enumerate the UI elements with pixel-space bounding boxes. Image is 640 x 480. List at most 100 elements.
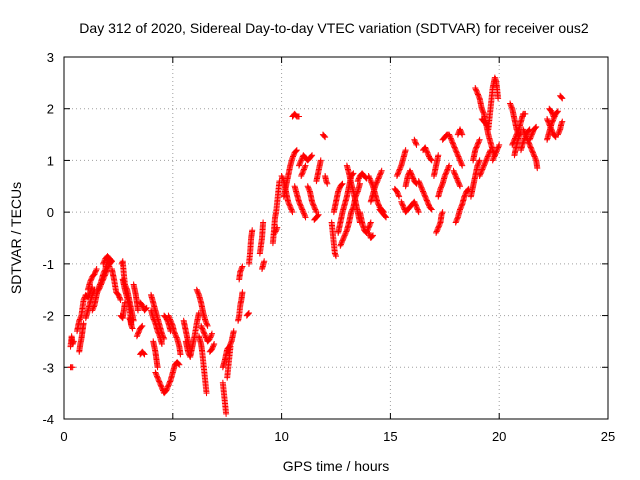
data-point	[342, 231, 349, 238]
data-point	[444, 166, 451, 173]
data-point	[453, 148, 460, 155]
data-point	[177, 351, 184, 358]
data-point	[452, 172, 459, 179]
data-point	[415, 207, 422, 214]
data-point	[171, 330, 178, 337]
y-axis-label: SDTVAR / TECUs	[8, 182, 24, 294]
data-point	[474, 91, 481, 98]
data-point	[309, 200, 316, 207]
data-point	[459, 131, 466, 138]
data-point	[447, 134, 454, 141]
data-point	[105, 263, 112, 270]
data-point	[412, 139, 419, 146]
data-point	[69, 341, 76, 348]
data-point	[443, 167, 450, 174]
data-point	[453, 218, 460, 225]
y-tick-label: 1	[47, 153, 54, 168]
data-point	[199, 325, 206, 332]
data-point	[428, 157, 435, 164]
data-point	[338, 238, 345, 245]
data-point	[474, 90, 481, 97]
data-point	[396, 166, 403, 173]
data-point	[442, 170, 449, 177]
data-point	[296, 161, 303, 168]
data-point	[462, 191, 469, 198]
data-point	[382, 213, 389, 220]
data-point	[377, 171, 384, 178]
data-point	[550, 112, 557, 119]
data-point	[457, 158, 464, 165]
data-point	[423, 196, 430, 203]
data-point	[422, 193, 429, 200]
data-point	[479, 166, 486, 173]
data-point	[312, 207, 319, 214]
data-point	[413, 203, 420, 210]
data-point	[527, 144, 534, 151]
data-point	[343, 228, 350, 235]
data-point	[555, 130, 562, 137]
data-point	[141, 351, 148, 358]
data-point	[208, 330, 215, 337]
data-point	[81, 295, 88, 302]
data-point	[534, 165, 541, 172]
data-point	[348, 207, 355, 214]
data-point	[87, 277, 94, 284]
data-point	[420, 188, 427, 195]
data-point	[554, 108, 561, 115]
data-point	[437, 184, 444, 191]
data-point	[446, 132, 453, 139]
data-point	[156, 331, 163, 338]
data-point	[157, 382, 164, 389]
data-point	[317, 157, 324, 164]
data-point	[398, 200, 405, 207]
data-point	[533, 123, 540, 130]
data-point	[394, 171, 401, 178]
data-point	[323, 179, 330, 186]
data-point	[260, 219, 267, 226]
data-point	[439, 209, 446, 216]
data-point	[200, 329, 207, 336]
data-point	[337, 241, 344, 248]
data-point	[486, 148, 493, 155]
data-point	[239, 263, 246, 270]
data-point	[516, 132, 523, 139]
data-point	[436, 222, 443, 229]
data-point	[290, 152, 297, 159]
data-point	[324, 180, 331, 187]
data-point	[455, 179, 462, 186]
data-point	[421, 192, 428, 199]
data-point	[378, 167, 385, 174]
data-point	[129, 324, 135, 331]
data-point	[321, 133, 328, 140]
data-point	[366, 223, 373, 230]
data-point	[305, 184, 312, 191]
data-point	[288, 207, 295, 214]
data-point	[548, 108, 555, 115]
data-point	[428, 156, 435, 163]
data-point	[399, 201, 406, 208]
data-point	[433, 228, 440, 235]
data-point	[434, 227, 441, 234]
data-point	[472, 86, 479, 93]
data-point	[437, 185, 444, 192]
data-point	[521, 128, 528, 135]
data-point	[88, 276, 95, 283]
data-point	[457, 126, 464, 133]
data-point	[311, 205, 318, 212]
data-point	[447, 135, 454, 142]
data-point	[473, 143, 480, 150]
data-point	[134, 307, 141, 314]
data-point	[140, 350, 147, 357]
data-point	[135, 329, 142, 336]
data-point	[273, 227, 280, 234]
data-point	[299, 169, 306, 176]
data-point	[298, 203, 305, 210]
data-point	[475, 160, 482, 167]
x-tick-label: 5	[169, 429, 176, 444]
data-point	[305, 185, 312, 192]
data-point	[158, 341, 165, 348]
data-point	[529, 149, 536, 156]
data-point	[445, 165, 452, 172]
data-point	[368, 179, 375, 186]
